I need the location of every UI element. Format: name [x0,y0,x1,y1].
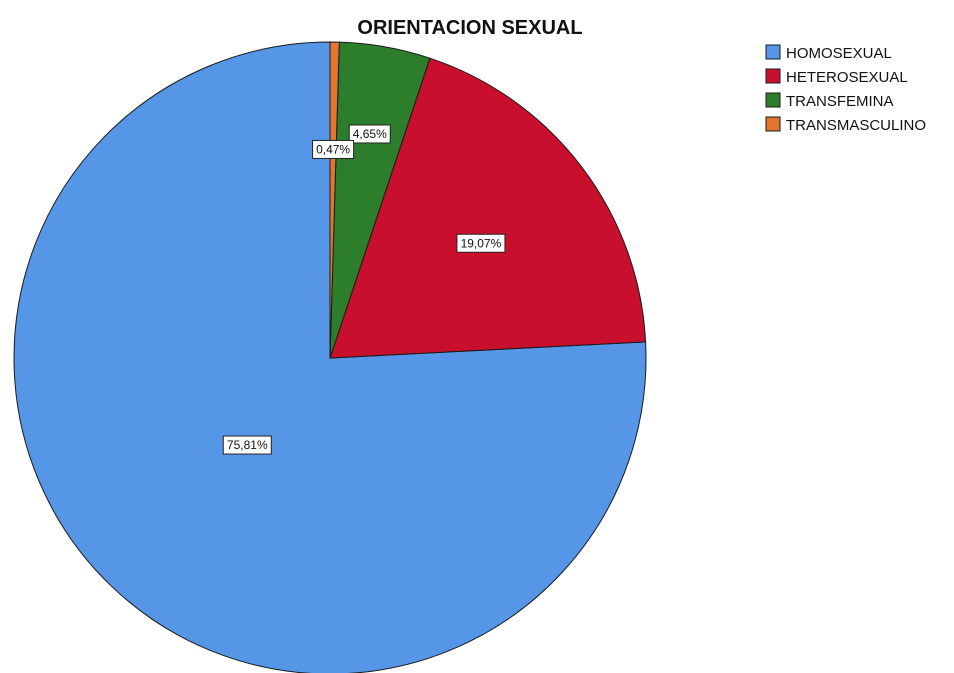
legend-swatch-homosexual [765,44,781,60]
slice-label-text-transmasculino: 0,47% [316,142,350,156]
slice-label-transfemina: 4,65% [348,124,391,144]
slice-label-box-transfemina [348,124,391,144]
slice-label-text-transfemina: 4,65% [353,127,387,141]
legend-swatch-transfemina [765,92,781,108]
chart-title: ORIENTACION SEXUAL [357,17,582,39]
legend-item-transfemina: TRANSFEMINA [765,92,894,110]
slice-label-box-homosexual [222,435,272,455]
slice-label-heterosexual: 19,07% [456,233,506,253]
slice-labels: 75,81% 19,07% 4,65%0,47% [222,124,506,455]
slice-label-box-heterosexual [456,233,506,253]
pie-slice-homosexual [13,41,647,673]
legend-swatch-transmasculino [765,116,781,132]
legend: HOMOSEXUAL HETEROSEXUAL TRANSFEMINA TRAN… [765,44,926,134]
slice-label-text-homosexual: 75,81% [227,438,268,452]
pie-slices [13,41,647,673]
legend-item-transmasculino: TRANSMASCULINO [765,116,926,134]
slice-label-box-transmasculino [312,139,355,159]
pie-slice-transmasculino [329,41,340,359]
slice-label-text-heterosexual: 19,07% [461,236,502,250]
legend-item-heterosexual: HETEROSEXUAL [765,68,908,86]
pie-slice-heterosexual [329,57,647,359]
legend-label-transfemina: TRANSFEMINA [786,93,894,110]
legend-swatch-heterosexual [765,68,781,84]
slice-label-homosexual: 75,81% [222,435,272,455]
legend-label-heterosexual: HETEROSEXUAL [786,69,908,86]
slice-label-transmasculino: 0,47% [312,139,355,159]
legend-item-homosexual: HOMOSEXUAL [765,44,892,62]
legend-label-transmasculino: TRANSMASCULINO [786,117,926,134]
legend-label-homosexual: HOMOSEXUAL [786,45,892,62]
